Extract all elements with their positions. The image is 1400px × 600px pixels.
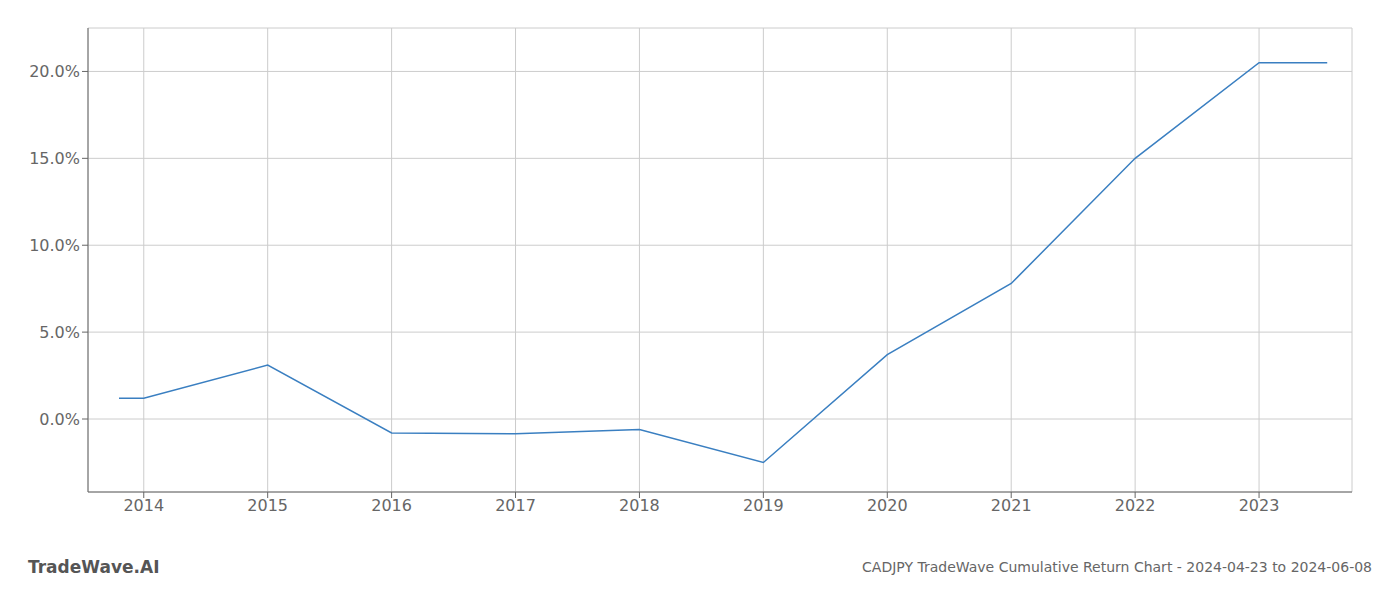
svg-text:2015: 2015	[247, 496, 288, 515]
svg-text:2016: 2016	[371, 496, 412, 515]
svg-text:20.0%: 20.0%	[29, 62, 80, 81]
html-text:CADJPY TradeWave Cumulative Re: CADJPY TradeWave Cumulative Return Chart…	[862, 559, 1372, 575]
svg-text:2020: 2020	[867, 496, 908, 515]
svg-text:2019: 2019	[743, 496, 784, 515]
svg-text:0.0%: 0.0%	[39, 410, 80, 429]
svg-text:2021: 2021	[991, 496, 1032, 515]
svg-text:15.0%: 15.0%	[29, 149, 80, 168]
svg-text:2022: 2022	[1115, 496, 1156, 515]
svg-text:2017: 2017	[495, 496, 536, 515]
html-text:TradeWave.AI: TradeWave.AI	[28, 557, 160, 577]
svg-text:2018: 2018	[619, 496, 660, 515]
svg-text:2023: 2023	[1239, 496, 1280, 515]
svg-text:10.0%: 10.0%	[29, 236, 80, 255]
svg-text:2014: 2014	[123, 496, 164, 515]
svg-text:5.0%: 5.0%	[39, 323, 80, 342]
